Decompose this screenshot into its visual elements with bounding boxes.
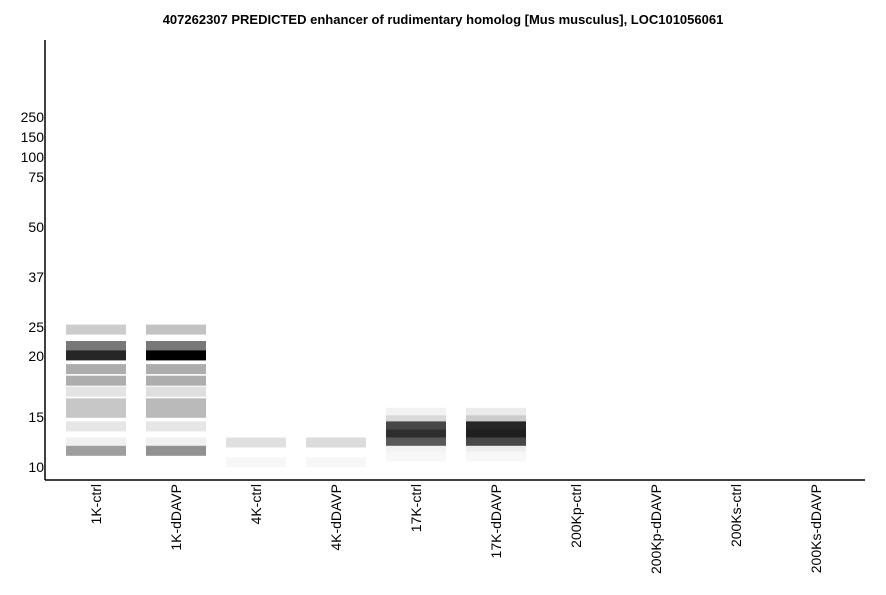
band-1k-ctrl-4 [66, 375, 126, 386]
band-4k-ctrl-1 [226, 457, 286, 468]
band-17k-ctrl-0 [386, 407, 446, 418]
band-1k-ddavp-5 [146, 386, 206, 397]
band-1k-ctrl-8 [66, 421, 126, 432]
x-tick-label-200ks-ddavp: 200Ks-dDAVP [808, 484, 824, 573]
band-17k-ctrl-5 [386, 445, 446, 456]
y-tick-label-37: 37 [28, 269, 44, 285]
band-1k-ddavp-8 [146, 421, 206, 432]
band-1k-ctrl-2 [66, 350, 126, 361]
band-4k-ddavp-1 [306, 457, 366, 468]
band-4k-ddavp-0 [306, 437, 366, 448]
band-17k-ctrl-1 [386, 415, 446, 426]
band-1k-ctrl-6 [66, 398, 126, 409]
band-1k-ddavp-7 [146, 407, 206, 418]
band-1k-ddavp-1 [146, 341, 206, 351]
band-17k-ddavp-4 [466, 437, 526, 448]
y-tick-label-15: 15 [28, 409, 44, 425]
y-tick-label-100: 100 [21, 149, 45, 165]
band-17k-ddavp-2 [466, 421, 526, 432]
y-tick-label-50: 50 [28, 219, 44, 235]
band-1k-ctrl-10 [66, 445, 126, 456]
y-tick-labels: 250 150 100 75 50 37 25 20 15 10 [21, 109, 45, 475]
band-1k-ddavp-6 [146, 398, 206, 409]
band-4k-ctrl-0 [226, 437, 286, 448]
band-17k-ddavp-6 [466, 451, 526, 462]
band-17k-ctrl-2 [386, 421, 446, 432]
y-tick-label-20: 20 [28, 348, 44, 364]
band-17k-ddavp-1 [466, 415, 526, 426]
band-1k-ddavp-4 [146, 375, 206, 386]
x-tick-label-17k-ctrl: 17K-ctrl [408, 484, 424, 532]
x-tick-label-200ks-ctrl: 200Ks-ctrl [728, 484, 744, 547]
band-17k-ddavp-3 [466, 429, 526, 440]
band-1k-ctrl-1 [66, 341, 126, 351]
band-1k-ddavp-10 [146, 445, 206, 456]
y-tick-label-10: 10 [28, 459, 44, 475]
band-1k-ddavp-2 [146, 350, 206, 361]
x-tick-label-4k-ddavp: 4K-dDAVP [328, 484, 344, 551]
band-1k-ddavp-0 [146, 324, 206, 335]
x-tick-label-200kp-ctrl: 200Kp-ctrl [568, 484, 584, 548]
band-1k-ctrl-5 [66, 386, 126, 397]
y-tick-label-150: 150 [21, 129, 45, 145]
band-1k-ctrl-9 [66, 437, 126, 448]
x-tick-label-1k-ddavp: 1K-dDAVP [168, 484, 184, 551]
band-1k-ddavp-3 [146, 364, 206, 375]
y-tick-label-25: 25 [28, 319, 44, 335]
y-tick-label-75: 75 [28, 169, 44, 185]
band-17k-ddavp-5 [466, 445, 526, 456]
x-tick-label-1k-ctrl: 1K-ctrl [88, 484, 104, 524]
band-17k-ctrl-3 [386, 429, 446, 440]
x-tick-label-17k-ddavp: 17K-dDAVP [488, 484, 504, 558]
band-17k-ctrl-6 [386, 451, 446, 462]
chart-title: 407262307 PREDICTED enhancer of rudiment… [163, 12, 724, 27]
band-1k-ctrl-3 [66, 364, 126, 375]
band-1k-ctrl-7 [66, 407, 126, 418]
x-tick-labels: 1K-ctrl 1K-dDAVP 4K-ctrl 4K-dDAVP 17K-ctrl 17… [88, 484, 824, 574]
band-17k-ddavp-0 [466, 407, 526, 418]
bands-layer [66, 324, 526, 468]
y-tick-label-250: 250 [21, 109, 45, 125]
band-1k-ctrl-0 [66, 324, 126, 335]
band-1k-ddavp-9 [146, 437, 206, 448]
x-tick-label-200kp-ddavp: 200Kp-dDAVP [648, 484, 664, 574]
band-17k-ctrl-4 [386, 437, 446, 448]
axes-layer [44, 40, 865, 481]
x-tick-label-4k-ctrl: 4K-ctrl [248, 484, 264, 524]
